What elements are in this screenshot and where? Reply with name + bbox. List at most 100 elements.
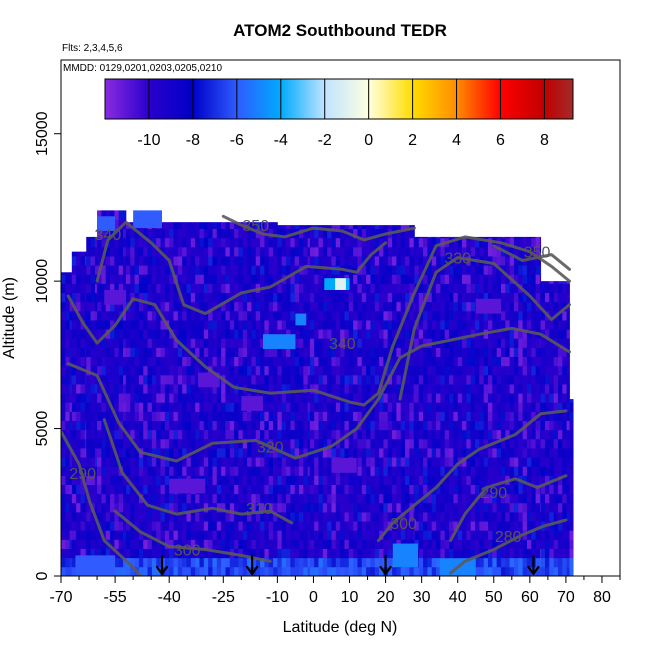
heatmap-cell <box>147 420 153 431</box>
heatmap-cell <box>273 292 278 303</box>
heatmap-cell <box>413 521 415 531</box>
heatmap-cell <box>182 246 187 257</box>
heatmap-cell <box>69 272 73 275</box>
heatmap-cell <box>69 448 73 458</box>
heatmap-cell <box>466 283 472 294</box>
heatmap-cell <box>195 521 200 531</box>
heatmap-cell <box>335 329 341 339</box>
heatmap-cell <box>335 557 341 568</box>
heatmap-cell <box>466 274 472 284</box>
heatmap-cell <box>449 338 454 348</box>
heatmap-cell <box>374 292 380 303</box>
heatmap-cell <box>255 539 261 549</box>
heatmap-cell <box>379 329 384 339</box>
heatmap-cell <box>400 466 406 476</box>
heatmap-cell <box>340 548 345 559</box>
heatmap-cell <box>357 402 363 412</box>
heatmap-cell <box>457 384 463 394</box>
heatmap-cell <box>61 347 66 358</box>
heatmap-cell <box>366 338 371 348</box>
heatmap-cell <box>379 566 384 576</box>
heatmap-cell <box>318 493 324 504</box>
heatmap-cell <box>522 347 528 358</box>
heatmap-cell <box>509 557 515 568</box>
heatmap-cell <box>496 539 502 549</box>
heatmap-cell <box>260 310 265 321</box>
heatmap-cell <box>509 457 515 467</box>
heatmap-cell <box>436 521 441 531</box>
heatmap-cell <box>294 246 300 257</box>
heatmap-cell <box>366 438 371 449</box>
heatmap-cell <box>281 566 287 576</box>
heatmap-cell <box>344 566 350 576</box>
heatmap-cell <box>273 329 278 339</box>
heatmap-cell <box>475 298 501 314</box>
heatmap-cell <box>449 493 454 504</box>
heatmap-cell <box>238 475 244 485</box>
heatmap-cell <box>453 365 459 376</box>
heatmap-cell <box>509 420 515 431</box>
heatmap-cell <box>281 429 287 440</box>
heatmap-cell <box>147 320 153 330</box>
heatmap-cell <box>366 393 371 403</box>
heatmap-cell <box>409 438 415 449</box>
heatmap-cell <box>392 384 397 394</box>
heatmap-cell <box>331 530 337 540</box>
heatmap-cell <box>392 566 397 576</box>
heatmap-cell <box>509 347 515 358</box>
heatmap-cell <box>496 448 502 458</box>
heatmap-cell <box>110 365 115 376</box>
heatmap-cell <box>303 539 309 549</box>
heatmap-cell <box>138 292 144 303</box>
heatmap-cell <box>90 237 96 248</box>
heatmap-cell <box>400 274 406 284</box>
heatmap-cell <box>69 402 73 412</box>
heatmap-cell <box>531 548 537 559</box>
heatmap-cell <box>169 402 174 412</box>
heatmap-cell <box>557 512 563 522</box>
heatmap-cell <box>400 225 406 230</box>
heatmap-cell <box>216 356 222 367</box>
colorbar-tick-label: 4 <box>452 132 461 149</box>
heatmap-cell <box>374 539 380 549</box>
heatmap-cell <box>71 475 77 485</box>
heatmap-cell <box>453 329 459 339</box>
heatmap-cell <box>483 557 489 568</box>
heatmap-cell <box>405 265 410 275</box>
heatmap-cell <box>190 411 196 422</box>
heatmap-cell <box>436 420 441 431</box>
heatmap-cell <box>553 320 559 330</box>
heatmap-cell <box>361 374 367 385</box>
heatmap-cell <box>335 420 341 431</box>
heatmap-cell <box>505 384 511 394</box>
heatmap-cell <box>387 530 393 540</box>
heatmap-cell <box>370 457 376 467</box>
heatmap-cell <box>268 484 274 495</box>
heatmap-cell <box>414 411 420 422</box>
heatmap-cell <box>290 374 296 385</box>
heatmap-cell <box>566 557 570 568</box>
heatmap-cell <box>400 356 406 367</box>
heatmap-cell <box>418 475 424 485</box>
heatmap-cell <box>566 521 570 531</box>
heatmap-cell <box>199 329 205 339</box>
heatmap-cell <box>238 356 244 367</box>
heatmap-cell <box>400 228 406 239</box>
heatmap-cell <box>453 347 459 358</box>
heatmap-cell <box>335 402 341 412</box>
heatmap-cell <box>195 502 200 513</box>
heatmap-cell <box>110 502 115 513</box>
heatmap-cell <box>405 283 410 294</box>
heatmap-cell <box>101 356 107 367</box>
heatmap-cell <box>531 512 537 522</box>
heatmap-cell <box>436 457 441 467</box>
heatmap-cell <box>86 457 91 467</box>
heatmap-cell <box>80 274 86 284</box>
heatmap-cell <box>531 393 537 403</box>
heatmap-cell <box>173 301 179 312</box>
heatmap-cell <box>535 236 541 239</box>
heatmap-cell <box>69 475 73 485</box>
heatmap-cell <box>535 365 541 376</box>
heatmap-cell <box>238 502 244 513</box>
heatmap-cell <box>539 320 542 330</box>
